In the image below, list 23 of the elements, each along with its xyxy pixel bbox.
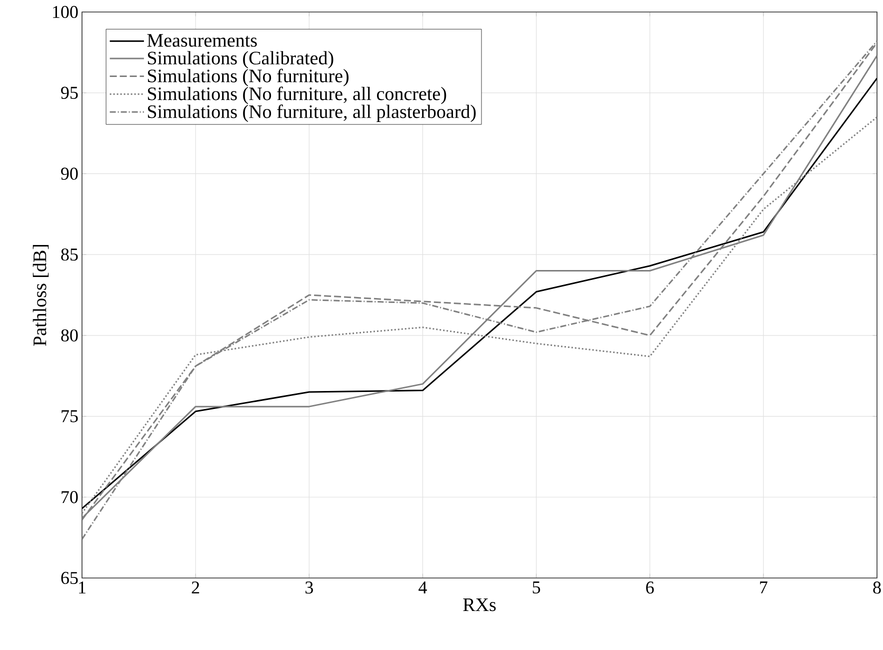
legend-label: Simulations (No furniture) xyxy=(148,68,349,86)
x-tick-label: 4 xyxy=(418,582,427,594)
x-axis-title: RXs xyxy=(463,598,496,612)
x-tick-label: 7 xyxy=(760,582,768,594)
y-tick-label: 95 xyxy=(61,86,78,99)
y-tick-label: 85 xyxy=(61,248,78,261)
x-tick-label: 3 xyxy=(306,582,313,594)
y-tick-label: 100 xyxy=(53,6,78,18)
x-tick-label: 1 xyxy=(79,582,86,594)
y-tick-label: 80 xyxy=(61,329,78,342)
y-axis-title: Pathloss [dB] xyxy=(32,244,49,346)
legend-label: Simulations (No furniture, all plasterboard) xyxy=(148,104,476,122)
legend-label: Simulations (No furniture, all concrete) xyxy=(148,86,446,104)
y-tick-label: 90 xyxy=(61,168,78,180)
legend-label: Measurements xyxy=(147,34,257,47)
x-tick-label: 2 xyxy=(192,582,200,594)
x-tick-label: 6 xyxy=(646,582,654,594)
y-tick-label: 70 xyxy=(62,491,78,504)
y-tick-label: 75 xyxy=(62,410,78,422)
x-tick-label: 5 xyxy=(532,582,540,594)
legend-label: Simulations (Calibrated) xyxy=(148,51,334,68)
x-tick-label: 8 xyxy=(873,582,881,594)
y-tick-label: 65 xyxy=(61,572,78,584)
